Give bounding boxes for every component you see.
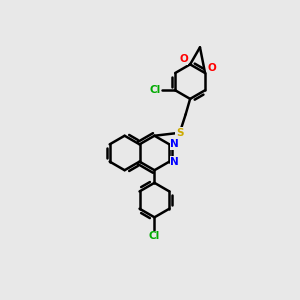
- Text: N: N: [170, 140, 179, 149]
- Text: N: N: [170, 157, 179, 166]
- Text: Cl: Cl: [150, 85, 161, 95]
- Text: O: O: [207, 63, 216, 73]
- Text: S: S: [176, 128, 184, 138]
- Text: Cl: Cl: [149, 231, 160, 241]
- Text: O: O: [179, 54, 188, 64]
